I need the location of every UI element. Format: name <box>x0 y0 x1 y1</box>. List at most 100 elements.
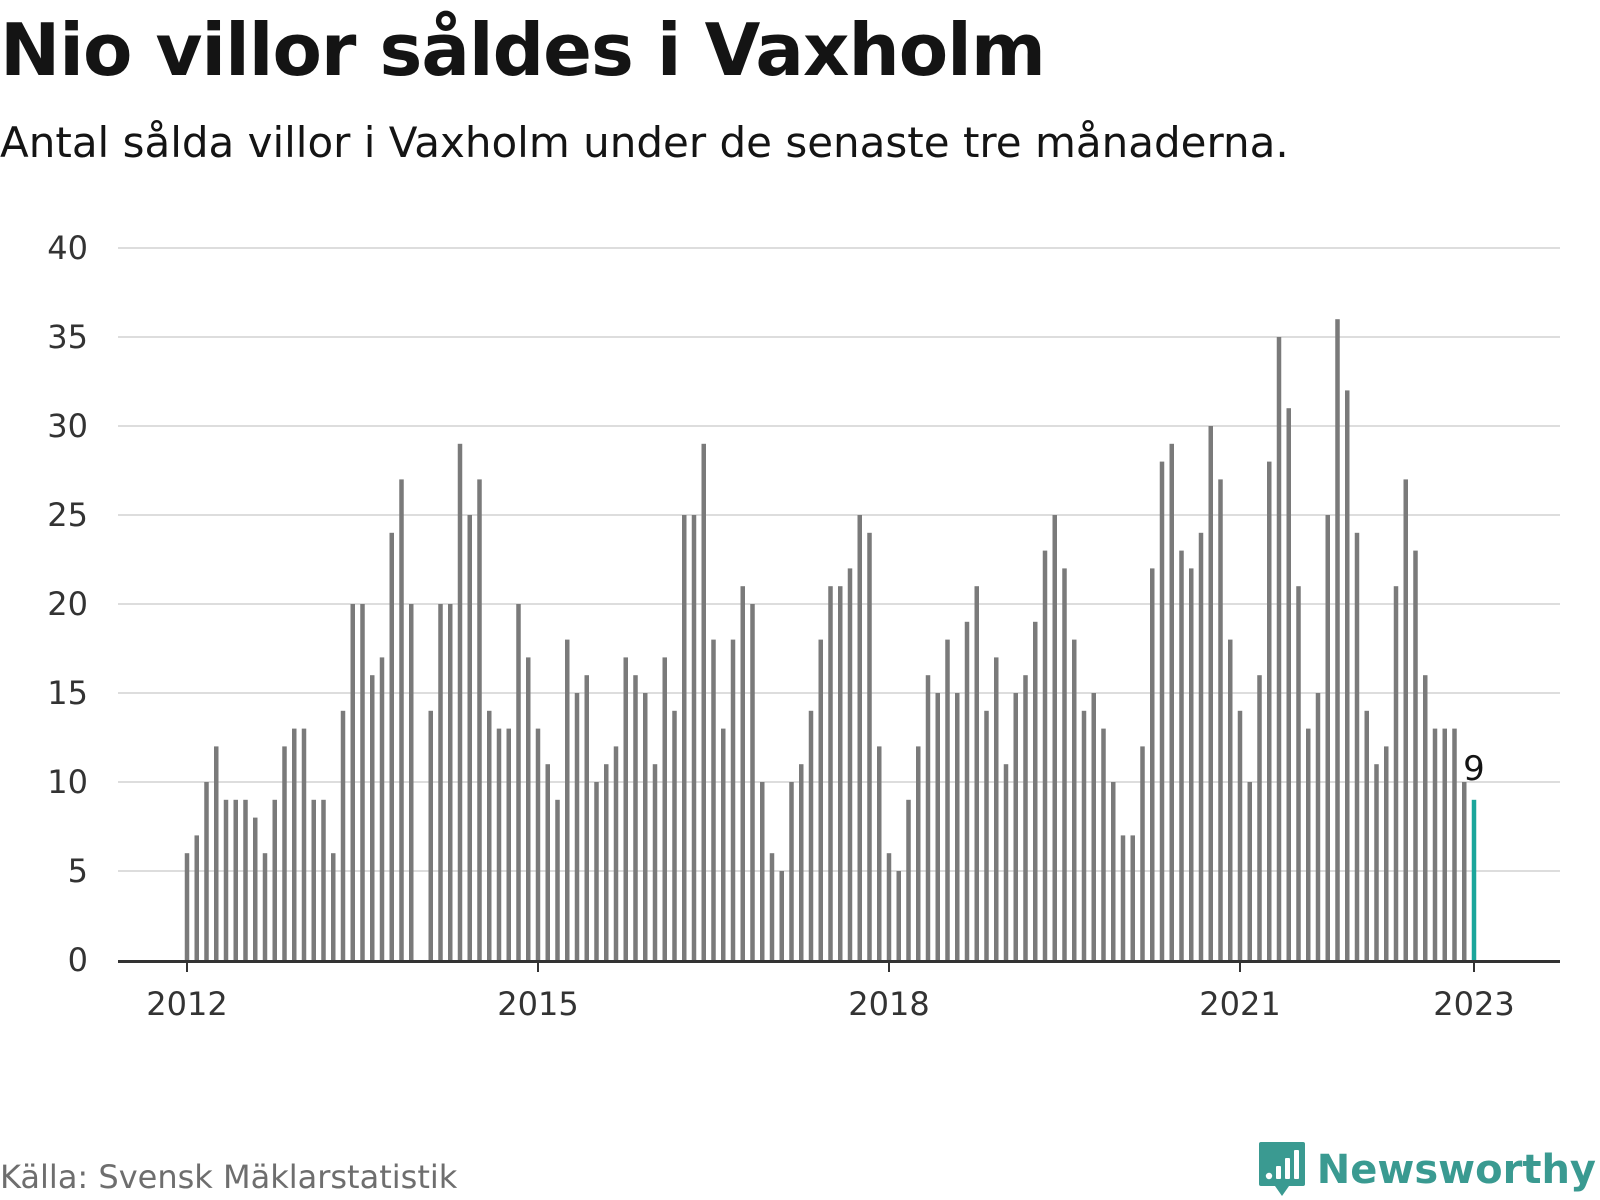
bar <box>1257 675 1262 960</box>
bar <box>652 764 658 960</box>
bar <box>487 710 492 960</box>
bar <box>828 586 833 960</box>
bar <box>399 479 404 960</box>
bar <box>331 853 336 960</box>
x-tick-label: 2023 <box>1433 985 1514 1023</box>
data-labels: 9 <box>1463 749 1485 789</box>
bar <box>1072 639 1077 960</box>
bar <box>760 782 765 960</box>
bar <box>262 853 268 960</box>
logo-text: Newsworthy <box>1316 1147 1596 1193</box>
bars <box>184 319 1477 960</box>
bar <box>516 604 521 960</box>
bar <box>1364 710 1369 960</box>
bar <box>1296 586 1301 960</box>
latest-value-label: 9 <box>1463 749 1485 789</box>
bar-chart: 0 5 10 15 20 25 30 35 40 2012 2015 2018 2021 2023 9 <box>47 229 1560 1023</box>
x-tick-label: 2015 <box>497 985 578 1023</box>
bar <box>370 675 375 960</box>
bar <box>672 710 677 960</box>
bar <box>223 799 229 960</box>
bar <box>1325 515 1330 960</box>
bar <box>282 746 287 960</box>
bar <box>272 799 277 960</box>
bar <box>1354 532 1360 960</box>
bar <box>301 728 307 960</box>
bar <box>1169 443 1174 960</box>
bar <box>1189 568 1194 960</box>
bar <box>643 693 648 960</box>
bar <box>1033 621 1038 960</box>
x-tick-label: 2021 <box>1199 985 1280 1023</box>
bar <box>526 657 531 960</box>
chart-subtitle: Antal sålda villor i Vaxholm under de se… <box>0 118 1289 167</box>
x-tick-label: 2018 <box>848 985 929 1023</box>
bar <box>311 799 316 960</box>
bar <box>292 728 297 960</box>
bar <box>1276 337 1282 960</box>
newsworthy-logo: Newsworthy <box>1257 1140 1596 1200</box>
bar <box>1393 586 1399 960</box>
bar <box>1315 693 1321 960</box>
bar <box>428 710 433 960</box>
bar <box>1247 782 1252 960</box>
bar <box>496 728 502 960</box>
bar <box>1159 461 1165 960</box>
bar <box>233 799 238 960</box>
bar <box>857 515 862 960</box>
bar <box>1442 728 1447 960</box>
bar <box>1228 639 1233 960</box>
bar <box>184 853 190 960</box>
bar <box>438 604 443 960</box>
chart-title: Nio villor såldes i Vaxholm <box>0 8 1046 92</box>
y-tick-label: 30 <box>47 407 88 445</box>
bar <box>379 657 385 960</box>
bar <box>409 604 414 960</box>
bar <box>506 728 511 960</box>
bar <box>886 853 892 960</box>
bar <box>1003 764 1009 960</box>
bar <box>253 817 258 960</box>
bar <box>818 639 823 960</box>
bar <box>964 621 970 960</box>
bar <box>1013 693 1018 960</box>
bar <box>730 639 736 960</box>
bar <box>1452 728 1457 960</box>
bar <box>1403 479 1408 960</box>
bar <box>906 799 911 960</box>
bar <box>350 604 355 960</box>
y-tick-label: 40 <box>47 229 88 267</box>
y-tick-label: 5 <box>68 852 88 890</box>
bar <box>1345 390 1350 960</box>
bar <box>243 799 248 960</box>
bar <box>204 782 209 960</box>
bar <box>545 764 550 960</box>
y-tick-label: 25 <box>47 496 88 534</box>
bar <box>360 604 365 960</box>
bar <box>682 515 687 960</box>
bar <box>1413 550 1418 960</box>
x-tick-label: 2012 <box>146 985 227 1023</box>
bar <box>662 657 667 960</box>
bar <box>1218 479 1223 960</box>
bar <box>1286 408 1291 960</box>
y-tick-label: 20 <box>47 585 88 623</box>
bar <box>584 675 589 960</box>
bar <box>955 693 960 960</box>
bar-latest <box>1471 799 1477 960</box>
bar <box>925 675 931 960</box>
source-note: Källa: Svensk Mäklarstatistik <box>0 1158 458 1196</box>
bar <box>847 568 853 960</box>
bar <box>633 675 638 960</box>
y-axis-ticks: 0 5 10 15 20 25 30 35 40 <box>47 229 88 979</box>
bar <box>477 479 482 960</box>
bar <box>1198 532 1204 960</box>
bar <box>994 657 999 960</box>
bar <box>194 835 199 960</box>
bar-chart-bubble-icon <box>1258 1142 1305 1196</box>
bar <box>838 586 843 960</box>
bar <box>691 515 697 960</box>
bar <box>1374 764 1379 960</box>
bar <box>1081 710 1087 960</box>
bar <box>1130 835 1135 960</box>
